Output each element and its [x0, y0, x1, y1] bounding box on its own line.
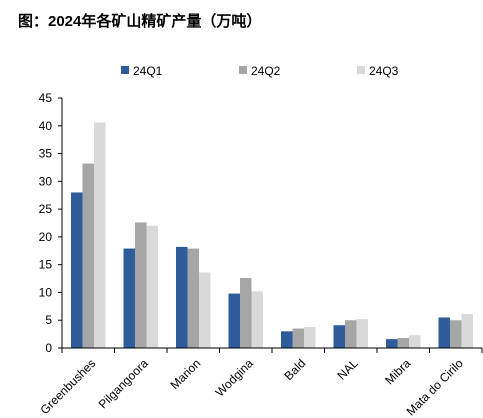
x-tick-label: Wodgina [213, 356, 256, 399]
bar-24Q3-bald [304, 326, 316, 348]
bar-24Q1-mibra [386, 339, 398, 348]
bar-24Q2-nal [345, 320, 357, 348]
y-tick-label: 30 [39, 174, 53, 188]
x-tick-label: NAL [334, 356, 361, 383]
y-tick-label: 25 [39, 202, 53, 216]
bar-24Q3-mata-do-cirilo [461, 314, 473, 348]
bar-24Q3-pilgangoora [146, 225, 158, 348]
chart-title: 图：2024年各矿山精矿产量（万吨） [18, 13, 262, 30]
bar-24Q1-pilgangoora [123, 248, 135, 348]
bar-24Q2-mibra [397, 338, 409, 348]
y-tick-label: 15 [39, 258, 53, 272]
legend-label-24Q2: 24Q2 [251, 64, 281, 78]
bar-24Q3-mibra [409, 335, 421, 348]
bar-24Q1-greenbushes [71, 192, 83, 348]
bar-24Q1-nal [333, 325, 345, 348]
y-tick-label: 20 [39, 230, 53, 244]
y-tick-label: 40 [39, 119, 53, 133]
y-tick-label: 35 [39, 147, 53, 161]
bar-24Q3-marion [199, 272, 211, 348]
y-tick-label: 5 [45, 313, 52, 327]
legend-swatch-24Q1 [121, 66, 129, 74]
legend: 24Q1 24Q2 24Q3 [121, 64, 399, 78]
bar-24Q2-pilgangoora [135, 222, 147, 348]
y-tick-label: 45 [39, 91, 53, 105]
x-tick-label: Pilgangoora [96, 356, 151, 411]
legend-swatch-24Q2 [239, 66, 247, 74]
x-tick-label: Mata do Cirilo [404, 356, 466, 418]
legend-label-24Q3: 24Q3 [369, 64, 399, 78]
x-tick-label: Bald [281, 356, 308, 383]
legend-label-24Q1: 24Q1 [133, 64, 163, 78]
x-tick-label: Mibra [382, 356, 413, 387]
bar-24Q2-bald [292, 328, 304, 348]
y-tick-label: 0 [45, 341, 52, 355]
bar-24Q3-wodgina [251, 291, 263, 348]
y-axis: 0 5 10 15 20 25 30 35 40 45 [39, 91, 63, 355]
bars [71, 122, 473, 348]
bar-24Q3-nal [356, 319, 368, 348]
bar-24Q1-wodgina [228, 293, 240, 348]
bar-24Q1-mata-do-cirilo [438, 317, 450, 348]
bar-24Q2-wodgina [240, 278, 252, 348]
bar-24Q2-marion [187, 248, 199, 348]
bar-24Q1-bald [281, 331, 293, 348]
bar-24Q3-greenbushes [94, 122, 106, 348]
x-tick-label: Marion [168, 356, 204, 392]
bar-24Q2-greenbushes [82, 163, 94, 348]
legend-swatch-24Q3 [357, 66, 365, 74]
bar-24Q2-mata-do-cirilo [450, 320, 462, 348]
y-tick-label: 10 [39, 285, 53, 299]
bar-24Q1-marion [176, 246, 188, 348]
x-tick-label: Greenbushes [38, 356, 99, 417]
